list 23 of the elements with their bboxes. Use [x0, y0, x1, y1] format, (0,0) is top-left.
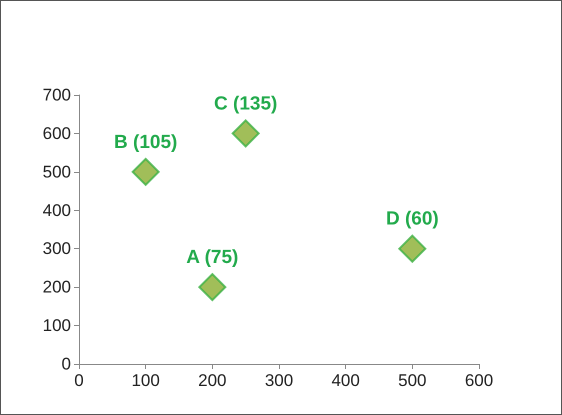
annotation: D (60)	[386, 208, 439, 230]
annotation: A (75)	[186, 247, 238, 268]
x-tick-label: 100	[131, 371, 160, 390]
y-tick-label: 0	[62, 354, 71, 374]
x-tick-label: 200	[198, 371, 227, 390]
y-tick-label: 700	[42, 86, 71, 104]
y-tick-label: 300	[42, 239, 71, 258]
x-tick-label: 0	[74, 371, 84, 390]
point	[232, 119, 260, 148]
point	[398, 234, 426, 263]
point	[198, 273, 226, 302]
x-tick-label: 600	[464, 371, 494, 390]
x-tick-label: 500	[398, 371, 427, 390]
annotation: C (135)	[214, 93, 278, 114]
x-tick-label: 400	[331, 371, 360, 390]
x-tick-label: 300	[264, 371, 294, 390]
y-tick-label: 200	[42, 278, 71, 297]
annotation: B (105)	[114, 132, 178, 153]
y-tick-label: 600	[42, 124, 71, 143]
point	[132, 158, 160, 186]
y-tick-label: 100	[42, 316, 71, 336]
y-tick-label: 400	[42, 200, 71, 220]
y-tick-label: 500	[42, 162, 71, 182]
